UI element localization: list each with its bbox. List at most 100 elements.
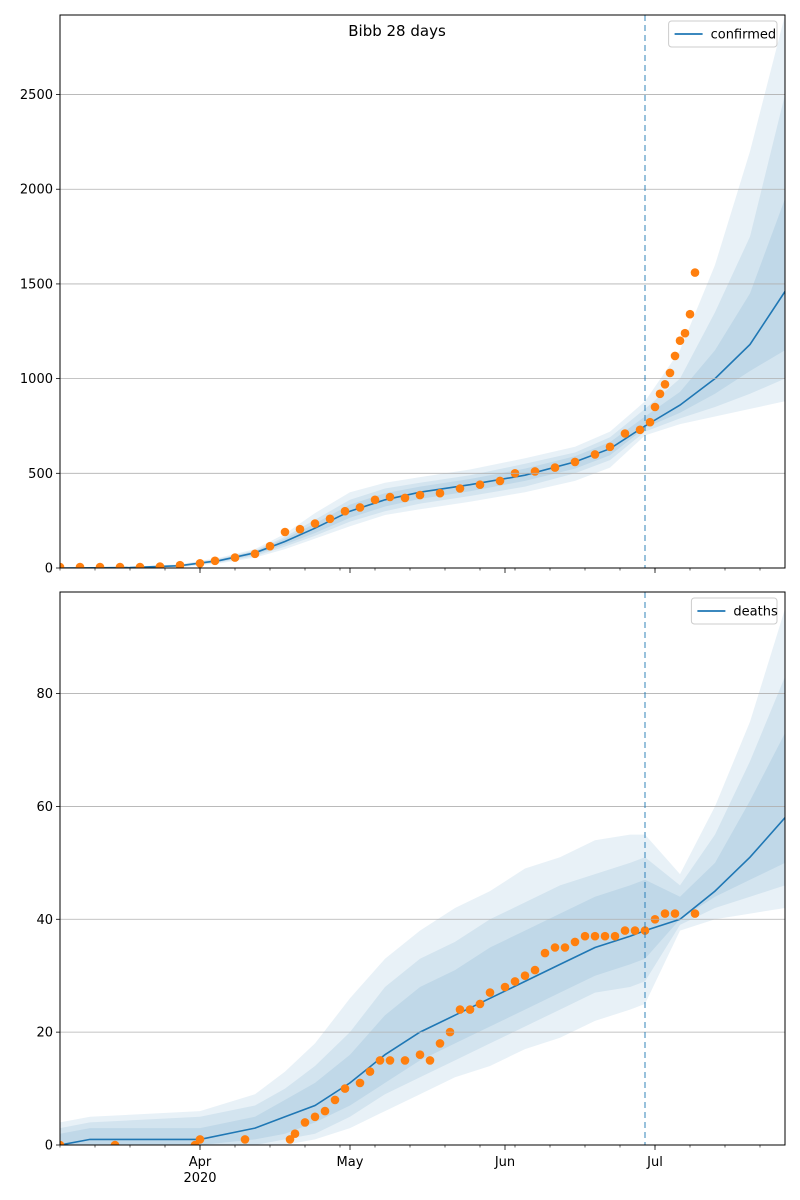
observed-point xyxy=(665,368,675,378)
observed-point xyxy=(680,328,690,338)
legend: deaths xyxy=(690,597,778,625)
observed-point xyxy=(690,268,700,277)
uncertainty-band-2 xyxy=(60,94,785,568)
y-tick-label: 20 xyxy=(36,1026,53,1041)
observed-point xyxy=(475,480,485,490)
observed-point xyxy=(485,988,495,997)
observed-point xyxy=(285,1135,295,1144)
x-tick-year-label: 2020 xyxy=(183,1171,216,1186)
observed-point xyxy=(400,1056,410,1065)
observed-point xyxy=(620,926,630,935)
observed-point xyxy=(95,562,105,568)
observed-point xyxy=(325,514,335,524)
y-tick-label: 0 xyxy=(45,1139,53,1154)
observed-point xyxy=(135,562,145,568)
legend: confirmed xyxy=(668,20,778,48)
observed-point xyxy=(310,519,320,528)
observed-point xyxy=(400,493,410,503)
x-tick-label: Jun xyxy=(494,1155,515,1170)
confirmed-panel: 0 500 1000 1500 2000 2500 confirmed xyxy=(20,14,786,577)
observed-point xyxy=(320,1106,330,1116)
observed-point xyxy=(415,490,425,500)
x-tick-label: Jul xyxy=(646,1155,663,1170)
observed-point xyxy=(690,909,700,918)
observed-point xyxy=(610,931,620,941)
observed-point xyxy=(330,1095,340,1105)
observed-point xyxy=(195,559,205,568)
observed-point xyxy=(590,450,600,459)
legend-box xyxy=(690,597,778,625)
observed-point xyxy=(60,1140,65,1145)
observed-point xyxy=(660,909,670,918)
observed-point xyxy=(240,1135,250,1144)
legend-label: confirmed xyxy=(711,28,777,43)
observed-point xyxy=(75,562,85,568)
observed-point xyxy=(685,309,695,319)
observed-point xyxy=(640,926,650,935)
observed-point xyxy=(265,541,275,551)
observed-point xyxy=(385,1056,395,1065)
observed-point xyxy=(605,442,615,452)
observed-point xyxy=(645,417,655,427)
observed-point xyxy=(630,926,640,935)
observed-point xyxy=(425,1056,435,1065)
observed-point xyxy=(230,553,240,562)
observed-point xyxy=(500,982,510,992)
observed-point xyxy=(620,429,630,438)
observed-point xyxy=(210,556,220,566)
observed-point xyxy=(290,1129,300,1138)
y-tick-label: 0 xyxy=(45,562,53,577)
y-tick-label: 40 xyxy=(36,913,53,928)
axes-frame xyxy=(59,14,786,569)
observed-point xyxy=(495,476,505,486)
y-tick-label: 1000 xyxy=(20,372,53,387)
y-tick-label: 500 xyxy=(28,467,53,482)
observed-point xyxy=(570,457,580,467)
observed-point xyxy=(560,943,570,952)
fit-line xyxy=(60,291,785,568)
observed-point xyxy=(280,527,290,537)
y-tick-label: 2000 xyxy=(20,183,53,198)
uncertainty-band-1 xyxy=(60,608,785,1145)
figure-title: Bibb 28 days xyxy=(348,22,446,40)
observed-point xyxy=(115,562,125,568)
observed-point xyxy=(520,971,530,980)
observed-point xyxy=(300,1118,310,1127)
observed-point xyxy=(385,492,395,502)
observed-point xyxy=(375,1056,385,1065)
observed-point xyxy=(340,506,350,516)
observed-point xyxy=(530,965,540,975)
observed-point xyxy=(355,1078,365,1088)
observed-point xyxy=(370,495,380,505)
legend-label: deaths xyxy=(733,605,778,620)
observed-point xyxy=(660,380,670,389)
observed-point xyxy=(580,931,590,941)
observed-point xyxy=(455,1005,465,1014)
observed-point xyxy=(110,1140,120,1145)
observed-point xyxy=(540,948,550,958)
deaths-panel: 0 20 40 60 80 deaths xyxy=(36,591,786,1154)
observed-point xyxy=(195,1135,205,1144)
observed-point xyxy=(670,909,680,918)
observed-point xyxy=(635,425,645,435)
x-tick-label: May xyxy=(337,1155,364,1170)
y-tick-label: 80 xyxy=(36,687,53,702)
observed-point xyxy=(530,467,540,476)
observed-point xyxy=(550,943,560,952)
observed-point xyxy=(365,1067,375,1076)
observed-point xyxy=(510,977,520,986)
y-tick-label: 60 xyxy=(36,800,53,815)
observed-point xyxy=(455,484,465,493)
observed-point xyxy=(590,931,600,941)
observed-point xyxy=(570,937,580,947)
legend-box xyxy=(668,20,778,48)
x-tick-label: Apr xyxy=(189,1155,212,1170)
observed-point xyxy=(175,560,185,568)
observed-point xyxy=(155,562,165,568)
observed-point xyxy=(475,999,485,1009)
y-tick-label: 2500 xyxy=(20,88,53,103)
observed-point xyxy=(250,549,260,559)
observed-point xyxy=(295,524,305,534)
